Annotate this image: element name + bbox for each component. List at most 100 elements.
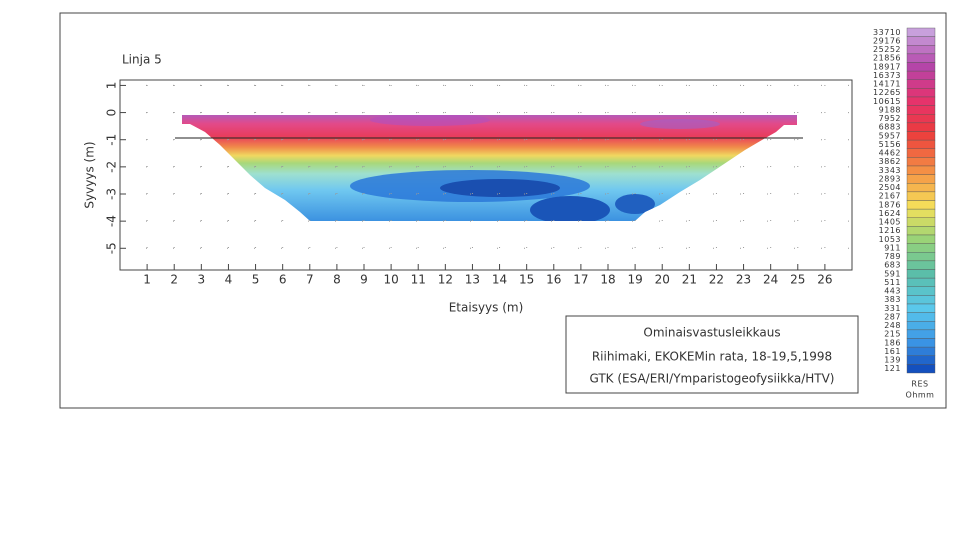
y-tick-label: -2	[105, 161, 119, 173]
colorbar-swatch	[906, 217, 936, 227]
info-box	[565, 315, 859, 394]
x-tick-label: 6	[279, 273, 287, 287]
colorbar-swatch	[906, 53, 936, 63]
colorbar-swatch	[906, 114, 936, 124]
colorbar-tick-label: 4462	[879, 149, 901, 158]
x-tick-label: 1	[143, 273, 151, 287]
colorbar-swatch	[906, 157, 936, 167]
colorbar-tick-label: 591	[884, 269, 901, 278]
colorbar-swatch	[906, 62, 936, 72]
colorbar-swatch	[906, 88, 936, 98]
colorbar-swatch	[906, 36, 936, 46]
x-tick-label: 22	[709, 273, 724, 287]
x-tick-label: 10	[383, 273, 398, 287]
x-tick-label: 7	[306, 273, 314, 287]
x-tick-label: 5	[252, 273, 260, 287]
colorbar-tick-label: 215	[884, 330, 901, 339]
colorbar-tick-label: 911	[884, 243, 901, 252]
info-heading: Ominaisvastusleikkaus	[643, 326, 780, 340]
colorbar-tick-label: 5957	[879, 131, 901, 140]
x-tick-label: 11	[411, 273, 426, 287]
x-tick-label: 9	[360, 273, 368, 287]
colorbar-swatch	[906, 70, 936, 80]
info-line: GTK (ESA/ERI/Ymparistogeofysiikka/HTV)	[589, 372, 834, 386]
resistivity-section	[182, 115, 797, 221]
chart-title: Linja 5	[122, 53, 162, 67]
colorbar-unit: Ohmm	[906, 391, 935, 400]
colorbar-tick-label: 1624	[879, 209, 901, 218]
colorbar-tick-label: 121	[884, 364, 901, 373]
x-tick-label: 17	[573, 273, 588, 287]
colorbar-tick-label: 3862	[879, 157, 901, 166]
colorbar-swatch	[906, 329, 936, 339]
colorbar-tick-label: 2167	[879, 192, 901, 201]
colorbar-swatch	[906, 338, 936, 348]
colorbar-swatch	[906, 208, 936, 218]
colorbar-swatch	[906, 234, 936, 244]
colorbar: RES Ohmm 3371029176252522185618917163731…	[873, 27, 936, 400]
colorbar-swatch	[906, 105, 936, 115]
colorbar-tick-label: 1216	[879, 226, 901, 235]
x-tick-label: 20	[655, 273, 670, 287]
colorbar-tick-label: 25252	[873, 45, 901, 54]
x-tick-label: 14	[492, 273, 507, 287]
colorbar-swatch	[906, 45, 936, 55]
colorbar-swatch	[906, 131, 936, 141]
colorbar-swatch	[906, 295, 936, 305]
colorbar-swatch	[906, 312, 936, 322]
colorbar-tick-label: 9188	[879, 105, 901, 114]
colorbar-swatch	[906, 364, 936, 374]
frame	[59, 12, 947, 409]
colorbar-tick-label: 29176	[873, 36, 901, 45]
x-axis-label: Etaisyys (m)	[449, 301, 524, 315]
plot-area	[119, 79, 853, 271]
colorbar-tick-label: 186	[884, 338, 901, 347]
colorbar-tick-label: 383	[884, 295, 901, 304]
x-tick-label: 25	[790, 273, 805, 287]
colorbar-swatch	[906, 174, 936, 184]
y-axis-label: Syvyys (m)	[83, 141, 97, 208]
colorbar-swatch	[906, 355, 936, 365]
x-tick-label: 23	[736, 273, 751, 287]
colorbar-swatch	[906, 27, 936, 37]
y-tick-label: -5	[105, 242, 119, 254]
colorbar-tick-label: 139	[884, 356, 901, 365]
colorbar-tick-label: 3343	[879, 166, 901, 175]
colorbar-swatch	[906, 269, 936, 279]
colorbar-tick-label: 248	[884, 321, 901, 330]
colorbar-tick-label: 161	[884, 347, 901, 356]
colorbar-tick-label: 16373	[873, 71, 901, 80]
colorbar-tick-label: 511	[884, 278, 901, 287]
colorbar-swatch	[906, 321, 936, 331]
colorbar-tick-label: 1876	[879, 200, 901, 209]
colorbar-tick-label: 5156	[879, 140, 901, 149]
colorbar-swatch	[906, 286, 936, 296]
colorbar-label: RES	[911, 380, 928, 389]
x-tick-label: 13	[465, 273, 480, 287]
x-tick-label: 16	[546, 273, 561, 287]
y-tick-label: 1	[105, 82, 119, 90]
y-tick-label: -1	[105, 134, 119, 146]
y-tick-label: -4	[105, 215, 119, 227]
colorbar-swatch	[906, 243, 936, 253]
colorbar-tick-label: 287	[884, 312, 901, 321]
colorbar-tick-label: 14171	[873, 80, 901, 89]
colorbar-tick-label: 6883	[879, 123, 901, 132]
colorbar-tick-label: 331	[884, 304, 901, 313]
x-tick-label: 26	[817, 273, 832, 287]
colorbar-tick-label: 443	[884, 287, 901, 296]
x-tick-label: 12	[438, 273, 453, 287]
colorbar-tick-label: 683	[884, 261, 901, 270]
info-line: Riihimaki, EKOKEMin rata, 18-19,5,1998	[592, 350, 832, 364]
x-tick-label: 15	[519, 273, 534, 287]
colorbar-tick-label: 2893	[879, 174, 901, 183]
x-tick-label: 4	[225, 273, 233, 287]
colorbar-swatch	[906, 277, 936, 287]
y-tick-label: -3	[105, 188, 119, 200]
colorbar-swatch	[906, 226, 936, 236]
colorbar-swatch	[906, 148, 936, 158]
colorbar-swatch	[906, 303, 936, 313]
colorbar-tick-label: 18917	[873, 62, 901, 71]
colorbar-tick-label: 1405	[879, 218, 901, 227]
y-tick-label: 0	[105, 109, 119, 117]
